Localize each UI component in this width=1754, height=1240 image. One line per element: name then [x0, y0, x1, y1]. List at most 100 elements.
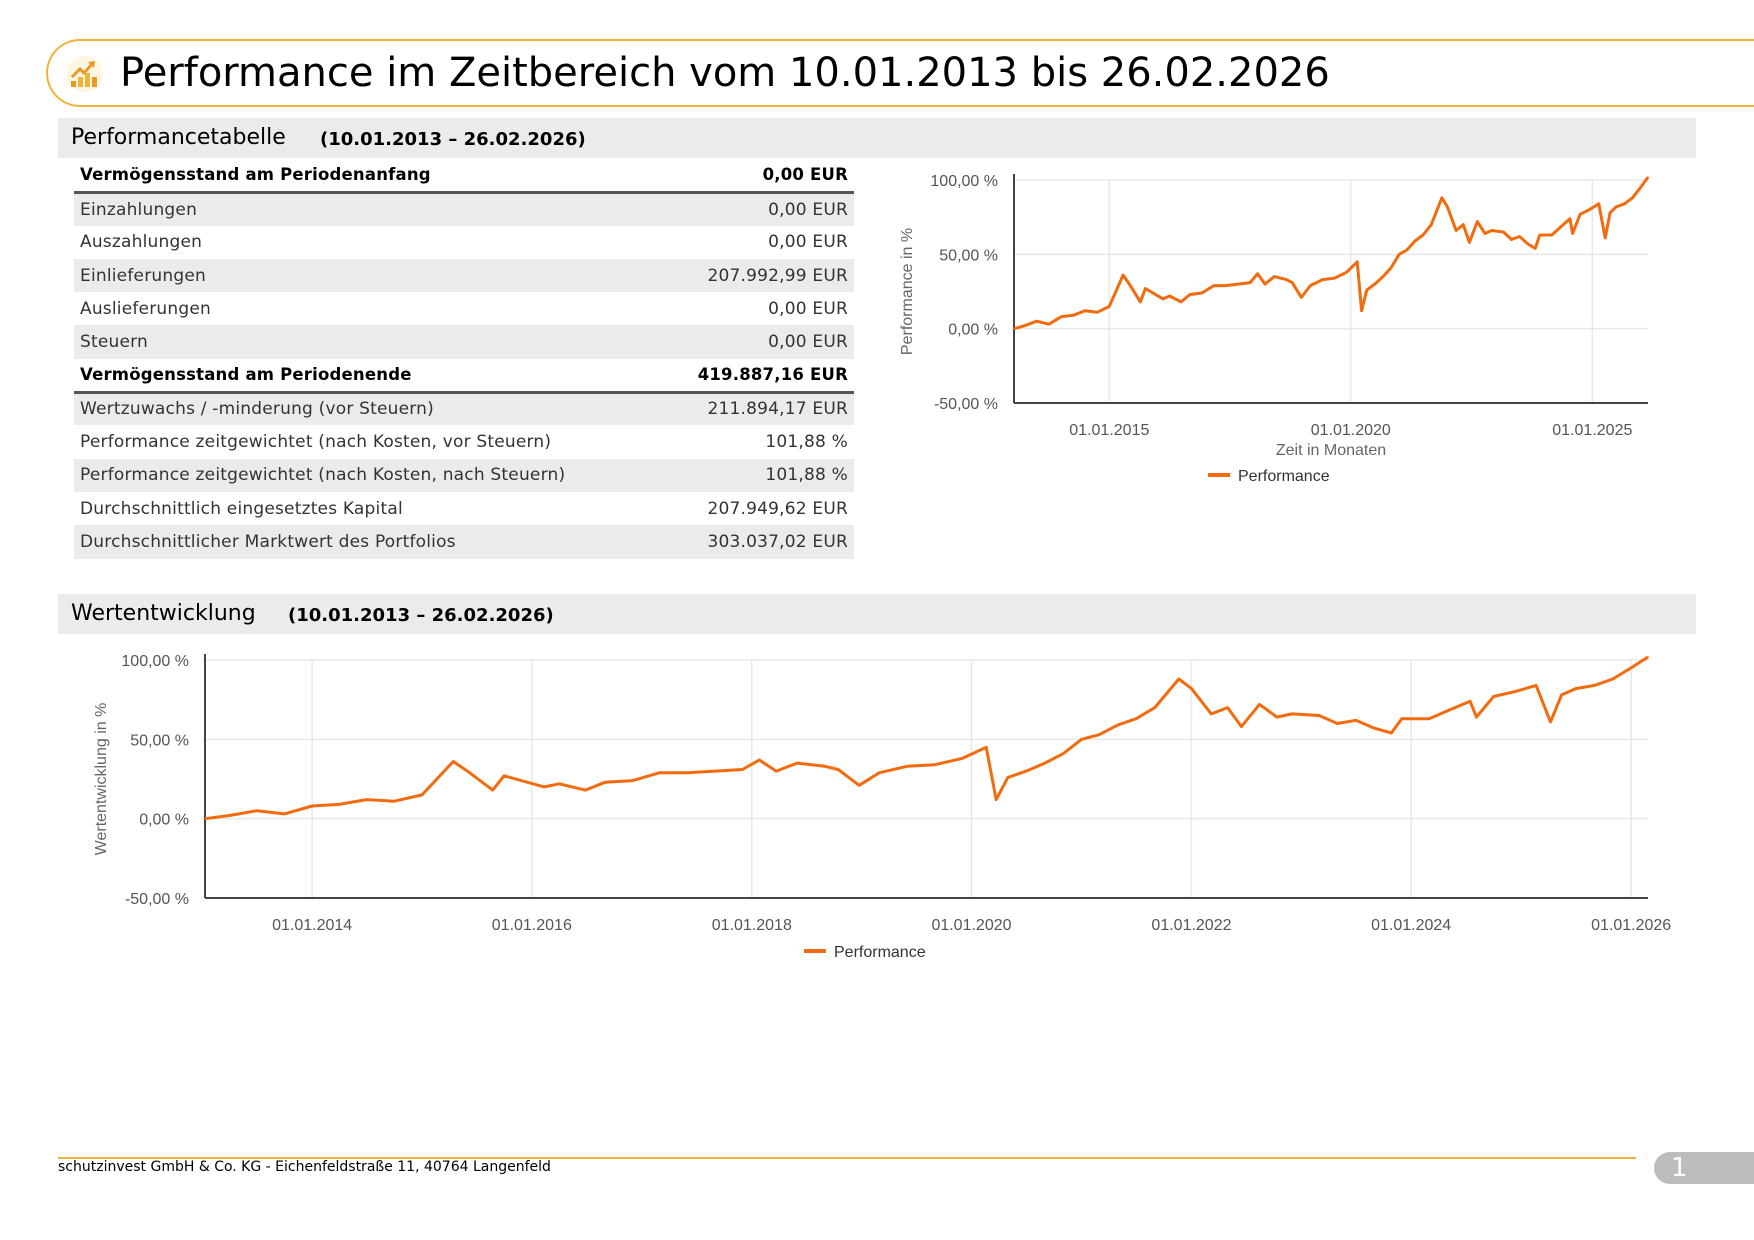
value-development-header: Wertentwicklung (10.01.2013 – 26.02.2026…: [58, 594, 1696, 634]
data-point: [1048, 323, 1050, 325]
y-tick-label: -50,00 %: [125, 891, 189, 908]
data-point: [338, 803, 341, 806]
table-row: Performance zeitgewichtet (nach Kosten, …: [74, 458, 854, 492]
row-label: Vermögensstand am Periodenanfang: [74, 159, 663, 194]
performance-table: Vermögensstand am Periodenanfang 0,00 EUR…: [74, 159, 854, 559]
data-point: [1249, 281, 1251, 284]
table-row: Auslieferungen 0,00 EUR: [74, 292, 854, 325]
y-tick-label: -50,00 %: [934, 396, 998, 413]
y-tick-label: 100,00 %: [121, 653, 189, 670]
table-row: Vermögensstand am Periodenende 419.887,16…: [74, 358, 854, 394]
legend-label: Performance: [834, 944, 926, 961]
data-point: [1128, 283, 1131, 285]
data-point: [1360, 310, 1363, 312]
data-point: [228, 814, 231, 817]
data-point: [1355, 719, 1357, 722]
data-point: [421, 794, 423, 796]
row-value: 303.037,02 EUR: [662, 525, 854, 559]
data-point: [1122, 274, 1124, 276]
data-point: [1025, 770, 1028, 772]
x-tick-label: 01.01.2020: [931, 917, 1011, 934]
data-point: [1575, 687, 1577, 690]
data-point: [604, 781, 606, 783]
data-point: [1401, 717, 1403, 720]
data-point: [1044, 762, 1046, 764]
data-point: [503, 775, 505, 777]
data-point: [204, 817, 206, 820]
data-point: [741, 768, 744, 771]
y-axis-label: Wertentwicklung in %: [93, 703, 110, 856]
data-point: [658, 771, 661, 774]
data-point: [1631, 197, 1634, 199]
x-tick-label: 01.01.2025: [1552, 422, 1632, 439]
data-point: [1135, 717, 1137, 720]
data-point: [1502, 231, 1505, 233]
data-point: [1256, 272, 1259, 275]
data-point: [1300, 296, 1303, 299]
x-tick-label: 01.01.2018: [712, 917, 792, 934]
data-point: [584, 789, 587, 791]
data-point: [1162, 298, 1164, 300]
data-point: [985, 746, 987, 749]
data-point: [1168, 295, 1171, 297]
row-label: Vermögensstand am Periodenende: [74, 358, 663, 394]
data-point: [1062, 752, 1065, 755]
data-point: [1598, 203, 1600, 205]
data-point: [365, 798, 368, 801]
page-title: Performance im Zeitbereich vom 10.01.201…: [120, 50, 1330, 96]
data-point: [837, 768, 839, 771]
x-axis-label: Zeit in Monaten: [1276, 442, 1386, 459]
data-point: [1225, 284, 1227, 287]
data-point: [1569, 217, 1571, 220]
data-point: [283, 813, 286, 815]
data-point: [1336, 722, 1339, 725]
data-point: [686, 771, 689, 774]
data-point: [1518, 235, 1521, 238]
data-point: [1374, 283, 1376, 285]
data-point: [1462, 223, 1465, 226]
data-point: [1559, 226, 1561, 229]
row-label: Durchschnittlicher Marktwert des Portfol…: [74, 525, 663, 559]
table-row: Durchschnittlich eingesetztes Kapital 207…: [74, 492, 854, 525]
data-point: [1492, 695, 1495, 698]
row-label: Performance zeitgewichtet (nach Kosten, …: [74, 458, 663, 492]
performance-chart-icon: [67, 56, 103, 92]
data-point: [466, 770, 469, 772]
row-label: Einzahlungen: [74, 192, 663, 226]
y-axis-label: Performance in %: [899, 228, 916, 355]
data-point: [393, 800, 396, 802]
data-point: [1593, 684, 1596, 687]
table-row: Wertzuwachs / -minderung (vor Steuern) 21…: [74, 392, 854, 426]
table-row: Durchschnittlicher Marktwert des Portfol…: [74, 525, 854, 559]
data-point: [1398, 253, 1400, 256]
data-point: [1084, 310, 1086, 312]
data-point: [1333, 277, 1336, 279]
data-point: [824, 765, 826, 768]
data-point: [1476, 220, 1479, 223]
performance-table-range: (10.01.2013 – 26.02.2026): [320, 129, 586, 150]
data-point: [961, 757, 963, 760]
data-point: [1647, 176, 1649, 178]
y-tick-label: 0,00 %: [948, 322, 998, 339]
data-point: [558, 783, 560, 785]
data-point: [543, 786, 545, 788]
data-point: [1490, 229, 1493, 232]
data-point: [1072, 314, 1074, 317]
table-row: Einlieferungen 207.992,99 EUR: [74, 258, 854, 293]
data-point: [1237, 283, 1239, 285]
data-point: [1455, 229, 1457, 232]
data-point: [1539, 234, 1541, 236]
data-point: [1273, 275, 1275, 278]
x-tick-label: 01.01.2015: [1069, 422, 1149, 439]
value-development-title: Wertentwicklung: [71, 601, 256, 626]
legend-label: Performance: [1238, 468, 1330, 485]
row-value: 0,00 EUR: [768, 298, 848, 319]
page-number-badge: 1: [1654, 1152, 1754, 1184]
data-point: [1647, 656, 1649, 658]
data-point: [858, 784, 860, 787]
table-row: Einzahlungen 0,00 EUR: [74, 192, 854, 226]
page-number: 1: [1671, 1153, 1688, 1183]
data-point: [1441, 197, 1443, 199]
data-point: [1588, 208, 1591, 211]
data-point: [1013, 327, 1015, 330]
